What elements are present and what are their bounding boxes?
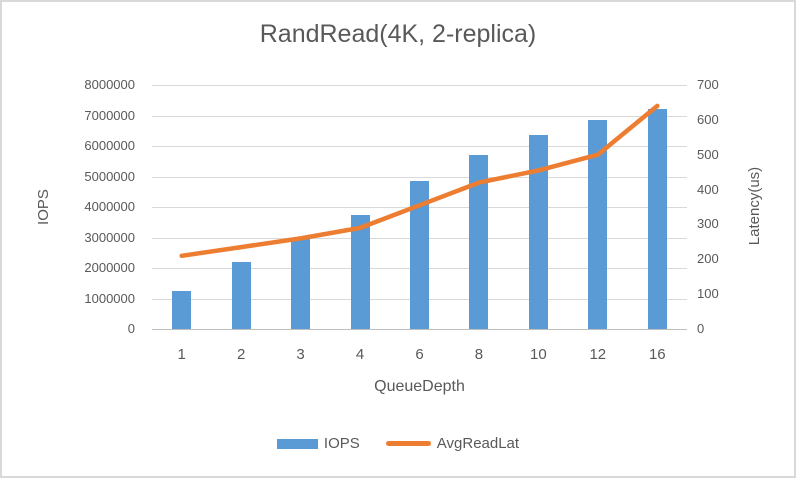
right-axis-tick-label: 0 [697,321,705,336]
iops-bar-swatch [276,438,318,449]
right-axis-tick-label: 100 [697,286,719,302]
avgreadlat-line-swatch [385,441,431,446]
right-axis-tick-label: 300 [697,216,719,232]
x-axis-tick-label: 8 [474,346,484,363]
iops-bar-qd-6 [410,181,429,329]
left-axis-tick-label: 8000000 [84,77,135,92]
iops-bar-qd-2 [231,261,251,329]
x-axis-title: QueueDepth [374,378,465,395]
right-axis-tick-label: 400 [697,181,719,197]
left-axis-title: IOPS [35,189,52,225]
x-axis-tick-label: 1 [177,346,186,363]
left-axis-tick-label: 6000000 [84,138,135,153]
iops-bar-qd-1 [172,290,192,329]
x-axis-tick-label: 10 [530,346,547,363]
left-axis-tick-label: 7000000 [84,107,135,123]
legend-label-avgreadlat: AvgReadLat [436,435,520,452]
legend: IOPS AvgReadLat [2,435,794,452]
left-axis-tick-label: 0 [127,321,135,336]
iops-bar-qd-16 [647,109,667,329]
left-axis-tick-label: 1000000 [84,290,135,306]
right-axis-tick-label: 600 [697,111,719,127]
iops-bar-qd-8 [469,155,489,329]
gridline [152,85,687,86]
legend-item-avgreadlat: AvgReadLat [385,435,520,452]
right-axis-tick-label: 700 [697,77,719,92]
left-axis-tick-label: 5000000 [84,168,135,184]
iops-bar-qd-3 [291,237,311,329]
right-axis-title: Latency(us) [746,166,763,246]
iops-bar-qd-12 [588,120,608,329]
x-axis-tick-label: 12 [589,346,607,363]
right-axis-tick-label: 500 [697,146,719,162]
x-axis-tick-label: 6 [415,346,424,363]
legend-label-iops: IOPS [323,435,360,452]
x-axis-tick-label: 2 [237,346,246,363]
x-axis-tick-label: 4 [355,346,365,363]
gridline [152,115,687,117]
x-axis-line [152,329,687,330]
right-axis-tick-label: 200 [697,251,719,267]
chart-title: RandRead(4K, 2-replica) [259,20,537,48]
left-axis-tick-label: 2000000 [84,260,135,275]
x-axis-tick-label: 3 [296,346,305,363]
iops-bar-qd-4 [350,214,370,329]
left-axis-tick-label: 3000000 [84,229,135,245]
legend-item-iops: IOPS [276,435,360,452]
iops-bar-qd-10 [528,135,548,329]
left-axis-tick-label: 4000000 [84,199,135,214]
x-axis-tick-label: 16 [648,346,666,363]
